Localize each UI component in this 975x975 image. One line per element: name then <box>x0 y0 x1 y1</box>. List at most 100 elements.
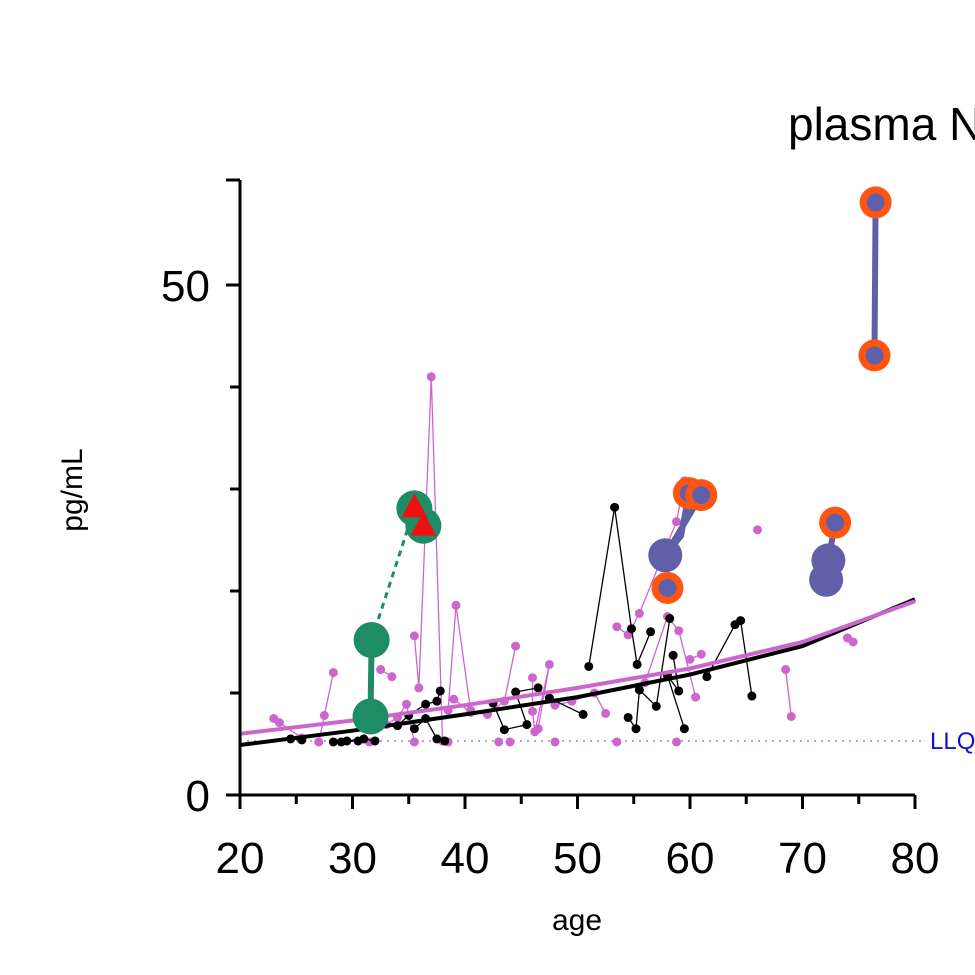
control-point <box>353 736 363 746</box>
carrier-point <box>696 649 706 659</box>
control-trace <box>666 655 686 729</box>
control-point <box>432 734 442 744</box>
axes: 0 50 20 30 40 50 60 70 80 <box>161 178 940 883</box>
control-point <box>578 709 588 719</box>
carrier-point <box>612 737 622 747</box>
control-point <box>627 624 636 634</box>
carrier-point <box>672 517 681 527</box>
control-point <box>610 502 620 512</box>
carrier-point <box>376 665 386 675</box>
carrier-point <box>753 525 762 535</box>
carrier-trace <box>644 615 697 698</box>
control-point <box>623 712 633 722</box>
chart-title: plasma N <box>788 98 975 150</box>
control-point <box>522 720 532 730</box>
control-point <box>584 661 594 671</box>
x-tick-label: 60 <box>666 834 715 883</box>
carrier-point <box>786 711 796 721</box>
x-tick-label: 50 <box>553 834 602 883</box>
carrier-point <box>533 724 543 734</box>
control-point <box>432 696 442 706</box>
y-axis-label: pg/mL <box>56 448 89 531</box>
red-triangle-point <box>410 511 437 536</box>
llq-label: LLQ <box>930 728 975 755</box>
control-point <box>533 683 543 693</box>
control-point <box>409 724 419 734</box>
carrier-point <box>494 737 504 747</box>
carrier-point <box>550 700 560 710</box>
control-point <box>328 737 338 747</box>
carrier-point <box>685 654 695 664</box>
carrier-point <box>674 626 684 636</box>
carrier-point <box>848 637 858 647</box>
x-tick-label: 70 <box>778 834 827 883</box>
carrier-point <box>550 737 560 747</box>
carrier-point <box>672 737 681 747</box>
carrier-point <box>634 608 644 618</box>
carrier-point <box>601 708 611 718</box>
orange-ring-point-core <box>866 193 885 212</box>
control-point <box>421 699 431 709</box>
purple-subject-point <box>648 538 683 573</box>
orange-ring-point-core <box>692 486 711 505</box>
orange-ring-point-core <box>826 513 845 532</box>
highlight-green-line <box>370 504 425 641</box>
carrier-point <box>402 699 411 709</box>
control-point <box>747 691 757 701</box>
carrier-point <box>409 737 419 747</box>
x-tick-label: 30 <box>328 834 377 883</box>
control-point <box>736 616 746 626</box>
carrier-point <box>528 706 537 716</box>
carrier-point <box>505 737 515 747</box>
control-point <box>646 627 656 637</box>
control-trace <box>588 507 652 667</box>
y-tick-label: 50 <box>161 262 210 311</box>
carrier-point <box>528 673 537 683</box>
y-tick-label: 0 <box>186 772 210 821</box>
control-fit-line <box>239 597 916 748</box>
carrier-point <box>691 692 701 702</box>
x-tick-label: 40 <box>441 834 490 883</box>
control-point <box>499 725 509 735</box>
control-point <box>665 614 675 624</box>
carrier-point <box>426 372 436 382</box>
carrier-trace <box>447 605 472 711</box>
highlight-purple-line <box>871 202 879 356</box>
x-axis-label: age <box>552 904 602 937</box>
control-point <box>651 701 661 711</box>
control-point <box>435 686 445 696</box>
carrier-point <box>387 672 397 682</box>
carrier-point <box>414 683 424 693</box>
purple-subject-point <box>809 562 844 597</box>
carrier-point <box>451 600 461 610</box>
carrier-point <box>319 710 329 720</box>
orange-ring-point-core <box>865 346 884 365</box>
x-tick-label: 20 <box>216 834 265 883</box>
plot-layers <box>239 186 925 748</box>
carrier-point <box>781 665 791 675</box>
carrier-trace <box>784 669 792 717</box>
control-point <box>674 686 684 696</box>
control-point <box>511 687 521 697</box>
x-tick-label: 80 <box>891 834 940 883</box>
green-subject-point <box>352 698 389 735</box>
control-point <box>702 672 712 682</box>
carrier-point <box>449 694 459 704</box>
green-subject-point <box>353 621 390 658</box>
carrier-point <box>544 659 554 669</box>
carrier-point <box>314 737 324 747</box>
trend-lines <box>239 597 916 748</box>
carrier-point <box>612 622 622 632</box>
orange-ring-point-core <box>658 578 677 597</box>
control-point <box>631 724 641 734</box>
control-point <box>634 685 644 695</box>
red-triangle-point <box>401 493 428 518</box>
carrier-point <box>274 718 284 728</box>
control-point <box>440 736 450 746</box>
carrier-point <box>328 668 338 678</box>
control-point <box>679 724 689 734</box>
carrier-fit-line <box>239 599 916 736</box>
carrier-point <box>511 641 521 651</box>
control-point <box>632 659 642 669</box>
